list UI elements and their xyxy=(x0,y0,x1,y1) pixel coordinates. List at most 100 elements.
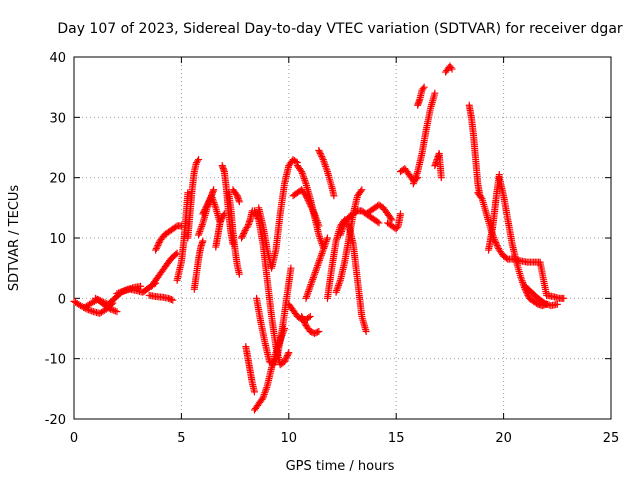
data-point-marker xyxy=(431,89,439,97)
interpolated-point-marker xyxy=(318,250,326,258)
data-point-marker xyxy=(420,83,428,91)
interpolated-point-marker xyxy=(335,280,343,288)
chart-title: Day 107 of 2023, Sidereal Day-to-day VTE… xyxy=(57,21,623,37)
interpolated-point-marker xyxy=(313,328,321,336)
interpolated-point-marker xyxy=(86,306,94,314)
interpolated-point-marker xyxy=(492,240,500,248)
data-point-marker xyxy=(315,258,323,266)
interpolated-point-marker xyxy=(387,214,395,222)
data-point-marker xyxy=(287,264,295,272)
data-point-marker xyxy=(298,168,306,176)
data-point-marker xyxy=(270,361,278,369)
x-tick-label: 25 xyxy=(603,431,620,446)
interpolated-point-marker xyxy=(413,169,421,177)
interpolated-point-marker xyxy=(153,243,161,251)
interpolated-point-marker xyxy=(316,255,324,263)
data-point-marker xyxy=(210,186,218,194)
interpolated-point-marker xyxy=(197,224,205,232)
interpolated-point-marker xyxy=(152,245,160,253)
interpolated-point-marker xyxy=(232,190,240,198)
interpolated-point-marker xyxy=(314,260,322,268)
interpolated-point-marker xyxy=(201,205,209,213)
data-point-marker xyxy=(319,156,327,164)
y-tick-label: 0 xyxy=(58,292,66,307)
interpolated-point-marker xyxy=(209,195,217,203)
interpolated-point-marker xyxy=(410,178,418,186)
interpolated-point-marker xyxy=(273,352,281,360)
interpolated-point-marker xyxy=(314,262,322,270)
series-track-33 xyxy=(384,210,404,233)
interpolated-point-marker xyxy=(118,288,126,296)
interpolated-point-marker xyxy=(307,281,315,289)
data-point-marker xyxy=(315,231,323,239)
interpolated-point-marker xyxy=(308,277,316,285)
interpolated-point-marker xyxy=(299,315,307,323)
data-point-marker xyxy=(330,192,338,200)
series-track-36 xyxy=(414,83,428,109)
series-track-05 xyxy=(145,291,177,304)
interpolated-point-marker xyxy=(208,193,216,201)
interpolated-point-marker xyxy=(100,298,108,306)
x-tick-label: 5 xyxy=(177,431,185,446)
interpolated-point-marker xyxy=(210,199,218,207)
data-point-marker xyxy=(315,328,323,336)
data-point-marker xyxy=(195,156,203,164)
interpolated-point-marker xyxy=(110,306,118,314)
interpolated-point-marker xyxy=(300,173,308,181)
data-point-marker xyxy=(203,201,211,209)
interpolated-point-marker xyxy=(308,279,316,287)
data-point-marker xyxy=(540,299,548,307)
interpolated-point-marker xyxy=(312,267,320,275)
interpolated-point-marker xyxy=(544,300,552,308)
x-tick-label: 20 xyxy=(495,431,512,446)
data-point-marker xyxy=(332,288,340,296)
interpolated-point-marker xyxy=(205,198,213,206)
data-point-marker xyxy=(199,210,207,218)
data-point-marker xyxy=(91,294,99,302)
interpolated-point-marker xyxy=(301,178,309,186)
interpolated-point-marker xyxy=(492,239,500,247)
series-track-31 xyxy=(336,207,383,239)
data-point-marker xyxy=(281,358,289,366)
series-track-43 xyxy=(504,255,568,302)
series-track-07 xyxy=(152,222,185,254)
series-track-32 xyxy=(362,201,396,224)
interpolated-point-marker xyxy=(542,300,550,308)
interpolated-point-marker xyxy=(340,221,348,229)
interpolated-point-marker xyxy=(338,226,346,234)
data-point-marker xyxy=(336,231,344,239)
interpolated-point-marker xyxy=(494,243,502,251)
interpolated-point-marker xyxy=(198,222,206,230)
data-point-marker xyxy=(250,388,258,396)
x-axis-label: GPS time / hours xyxy=(286,459,395,474)
series-track-26 xyxy=(302,234,331,302)
interpolated-point-marker xyxy=(111,307,119,315)
series-track-17 xyxy=(238,207,256,242)
interpolated-point-marker xyxy=(272,354,280,362)
interpolated-point-marker xyxy=(196,228,204,236)
interpolated-point-marker xyxy=(251,208,259,216)
interpolated-point-marker xyxy=(196,226,204,234)
data-point-marker xyxy=(375,219,383,227)
interpolated-point-marker xyxy=(502,254,510,262)
data-point-marker xyxy=(169,296,177,304)
interpolated-point-marker xyxy=(262,385,270,393)
interpolated-point-marker xyxy=(335,281,343,289)
interpolated-point-marker xyxy=(108,306,116,314)
interpolated-point-marker xyxy=(311,268,319,276)
x-tick-label: 10 xyxy=(281,431,298,446)
interpolated-point-marker xyxy=(321,161,329,169)
series-track-22 xyxy=(255,156,301,272)
interpolated-point-marker xyxy=(333,285,341,293)
data-point-marker xyxy=(238,234,246,242)
interpolated-point-marker xyxy=(318,153,326,161)
interpolated-point-marker xyxy=(198,221,206,229)
interpolated-point-marker xyxy=(202,202,210,210)
interpolated-point-marker xyxy=(300,317,308,325)
interpolated-point-marker xyxy=(339,222,347,230)
interpolated-point-marker xyxy=(393,223,401,231)
interpolated-point-marker xyxy=(260,392,268,400)
data-point-marker xyxy=(302,294,310,302)
data-point-marker xyxy=(362,328,370,336)
